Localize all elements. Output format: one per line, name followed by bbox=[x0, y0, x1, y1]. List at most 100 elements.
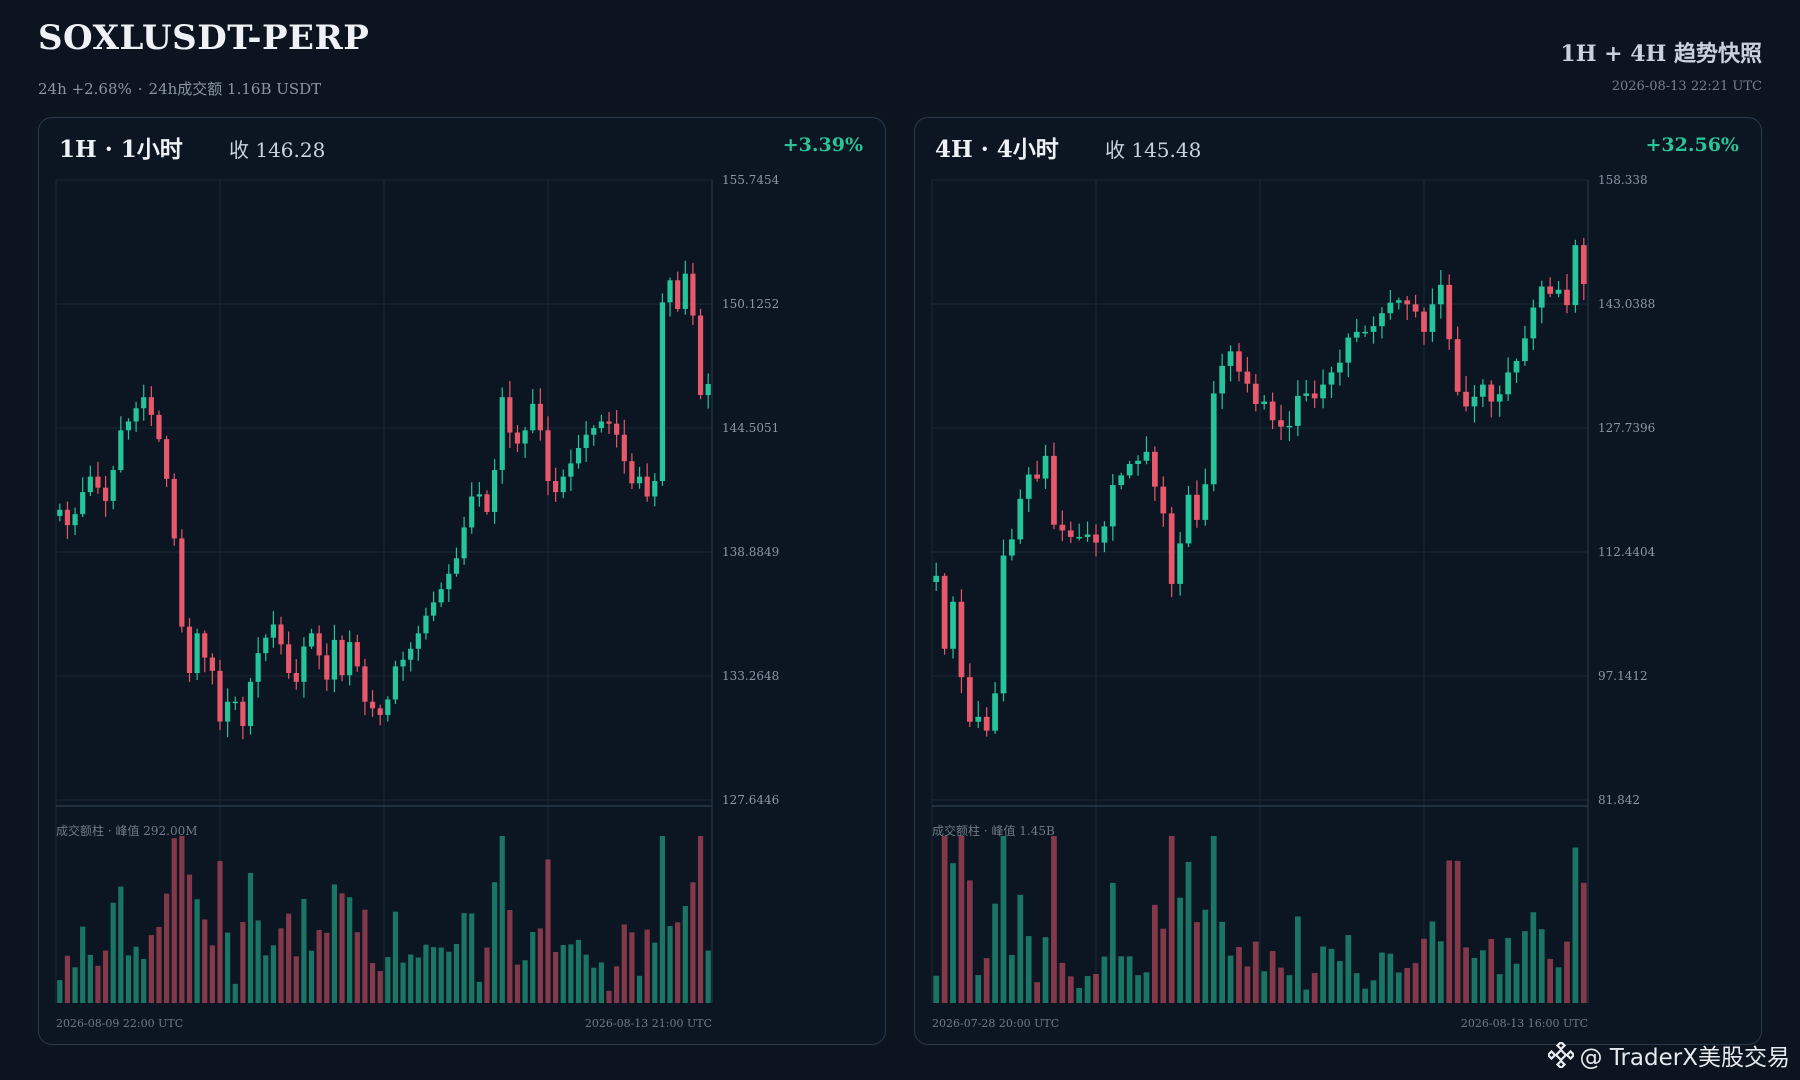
candle-body bbox=[705, 383, 711, 396]
candle-body bbox=[270, 624, 276, 638]
candle-body bbox=[983, 716, 990, 731]
volume-bar bbox=[209, 945, 215, 1003]
volume-bar bbox=[1101, 956, 1108, 1003]
volume-bar bbox=[347, 897, 353, 1003]
candle-body bbox=[545, 430, 551, 482]
volume-bar bbox=[476, 981, 482, 1003]
volume-bar bbox=[1437, 941, 1444, 1003]
y-tick-label: 112.4404 bbox=[1598, 545, 1656, 559]
volume-bar bbox=[705, 950, 711, 1003]
candle-body bbox=[1236, 351, 1242, 372]
candle-body bbox=[933, 575, 940, 583]
candle-body bbox=[1471, 396, 1478, 407]
candle-body bbox=[278, 624, 284, 645]
volume-bar bbox=[133, 946, 139, 1003]
candle-body bbox=[514, 432, 521, 444]
summary-separator: · bbox=[137, 80, 143, 98]
volume-bar bbox=[164, 893, 170, 1003]
candle-body bbox=[1320, 384, 1326, 399]
volume-bar bbox=[652, 942, 658, 1003]
x-start-label: 2026-08-09 22:00 UTC bbox=[56, 1017, 183, 1030]
candle-body bbox=[1370, 326, 1377, 332]
candle-body bbox=[286, 644, 292, 674]
candle-body bbox=[202, 633, 208, 658]
volume-bar bbox=[644, 929, 650, 1003]
volume-bar bbox=[553, 952, 559, 1003]
volume-bar bbox=[1547, 958, 1554, 1003]
candle-body bbox=[156, 414, 162, 440]
volume-bar bbox=[992, 903, 998, 1003]
candle-body bbox=[476, 494, 482, 497]
candle-body bbox=[1564, 289, 1570, 306]
candle-body bbox=[225, 701, 231, 722]
close-price: 收 146.28 bbox=[229, 138, 326, 162]
y-tick-label: 150.1252 bbox=[722, 297, 779, 311]
candle-body bbox=[1337, 362, 1343, 373]
volume-bar bbox=[1135, 975, 1141, 1003]
y-tick-label: 127.6446 bbox=[722, 793, 779, 807]
candle-body bbox=[263, 637, 269, 654]
volume-bar bbox=[636, 975, 643, 1003]
candle-body bbox=[186, 626, 193, 674]
candle-body bbox=[1555, 289, 1562, 294]
candle-body bbox=[1017, 498, 1024, 540]
candle-body bbox=[1210, 393, 1217, 485]
candle-body bbox=[697, 315, 704, 396]
candle-body bbox=[392, 666, 399, 700]
candle-body bbox=[141, 397, 147, 409]
candle-body bbox=[1379, 313, 1385, 327]
volume-bar bbox=[1009, 955, 1015, 1003]
candle-body bbox=[1328, 372, 1335, 385]
candle-body bbox=[1185, 494, 1192, 544]
volume-bar bbox=[1051, 836, 1057, 1003]
candle-body bbox=[415, 633, 421, 649]
volume-bar bbox=[1555, 967, 1562, 1003]
candle-body bbox=[324, 655, 330, 680]
volume-bar bbox=[1488, 938, 1495, 1003]
volume-bar bbox=[614, 966, 620, 1003]
volume-bar bbox=[958, 836, 965, 1003]
candle-body bbox=[171, 478, 177, 539]
candle-body bbox=[316, 633, 322, 656]
volume-bar bbox=[247, 872, 254, 1003]
volume-bar bbox=[1000, 836, 1007, 1003]
candle-body bbox=[659, 302, 666, 482]
candle-body bbox=[339, 639, 345, 676]
y-tick-label: 143.0388 bbox=[1598, 297, 1655, 311]
candle-body bbox=[1505, 372, 1511, 395]
volume-bar bbox=[171, 838, 177, 1003]
candle-body bbox=[64, 509, 71, 526]
volume-bar bbox=[530, 932, 536, 1003]
volume-bar bbox=[430, 947, 437, 1003]
volume-bar bbox=[217, 860, 223, 1003]
volume-bar bbox=[1093, 973, 1099, 1003]
candle-body bbox=[331, 639, 338, 680]
volume-bar bbox=[1379, 952, 1385, 1003]
candle-body bbox=[1202, 484, 1209, 520]
volume-bar bbox=[598, 962, 604, 1003]
volume-bar bbox=[1328, 948, 1335, 1003]
volume-bar bbox=[950, 863, 956, 1003]
candle-body bbox=[1143, 451, 1150, 461]
volume-bar bbox=[64, 955, 71, 1003]
candle-body bbox=[598, 421, 604, 429]
y-tick-label: 138.8849 bbox=[722, 545, 779, 559]
candle-body bbox=[87, 476, 93, 493]
volume-bar bbox=[983, 958, 990, 1003]
volume-bar bbox=[255, 920, 261, 1003]
volume-bar bbox=[362, 909, 368, 1003]
candle-body bbox=[629, 461, 635, 484]
volume-bar bbox=[339, 893, 345, 1003]
candle-body bbox=[1303, 393, 1310, 396]
candle-body bbox=[1278, 420, 1284, 427]
volume-bar bbox=[1572, 847, 1579, 1003]
candle-body bbox=[423, 615, 429, 634]
candle-body bbox=[1042, 455, 1049, 479]
volume-bar bbox=[80, 926, 86, 1003]
candle-body bbox=[675, 280, 681, 309]
volume-bar bbox=[1261, 971, 1268, 1003]
volume-bar bbox=[377, 971, 383, 1003]
candle-body bbox=[992, 693, 998, 731]
volume-bar bbox=[1362, 988, 1368, 1003]
candle-body bbox=[1513, 361, 1520, 373]
